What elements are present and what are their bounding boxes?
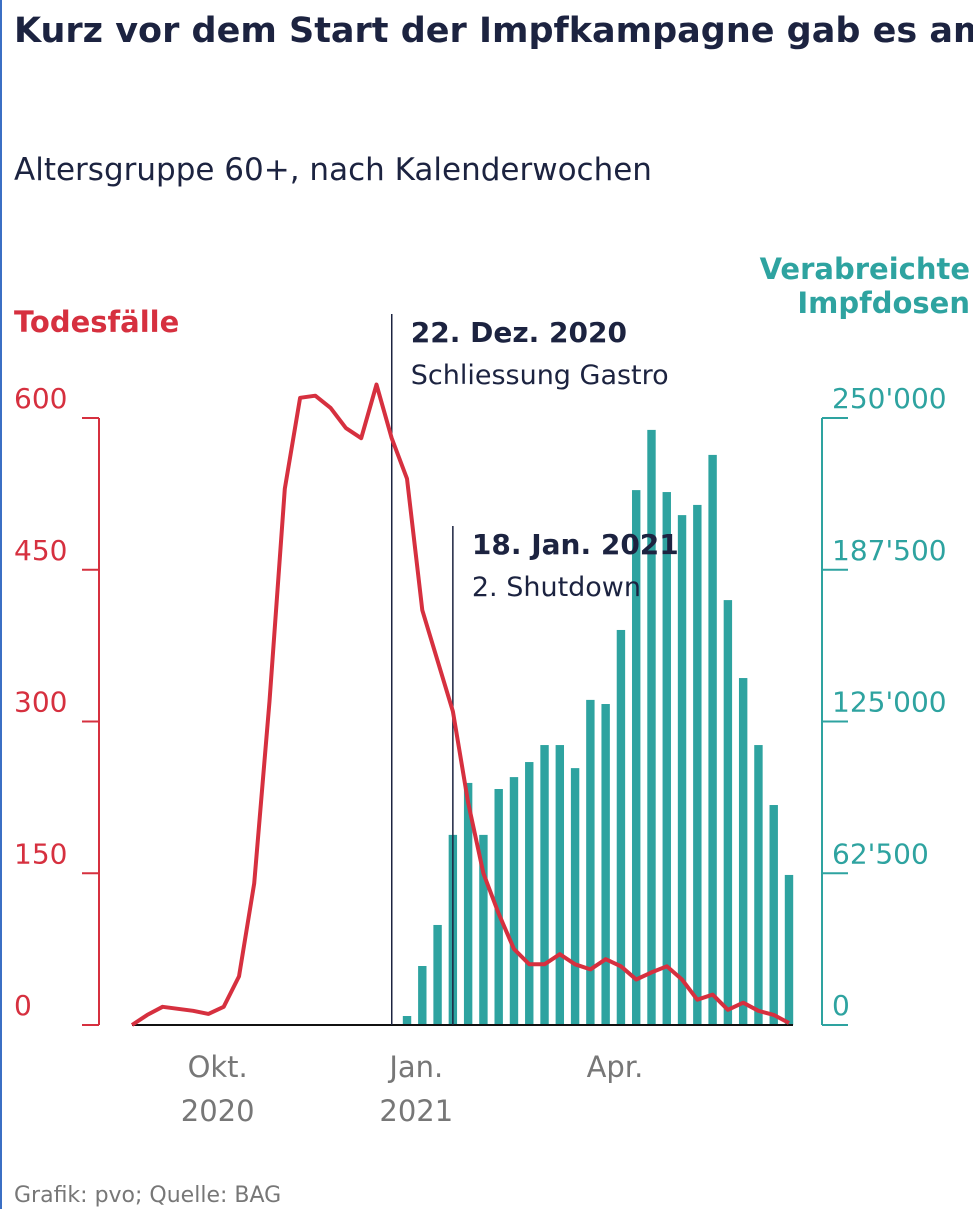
y-tick-label: 600 bbox=[14, 382, 67, 415]
bar bbox=[479, 834, 488, 1025]
bar bbox=[494, 788, 503, 1025]
y-tick-label: 450 bbox=[14, 534, 67, 567]
bar bbox=[586, 699, 595, 1025]
bar bbox=[418, 965, 427, 1025]
bar bbox=[555, 745, 565, 1025]
bar bbox=[632, 490, 641, 1026]
bar bbox=[723, 600, 733, 1025]
source: Grafik: pvo; Quelle: BAG bbox=[14, 1183, 281, 1208]
chart-subtitle: Altersgruppe 60+, nach Kalenderwochen bbox=[14, 152, 652, 188]
y2-tick-label: 250'000 bbox=[832, 382, 947, 415]
bar bbox=[662, 492, 671, 1026]
y-axis-label: Todesfälle bbox=[14, 305, 179, 339]
bar bbox=[693, 504, 702, 1026]
bar bbox=[769, 805, 778, 1025]
y-tick-label: 150 bbox=[14, 837, 67, 870]
y-tick-label: 300 bbox=[14, 686, 67, 719]
bar bbox=[601, 704, 610, 1025]
y2-tick-label: 125'000 bbox=[832, 686, 947, 719]
x-tick-label: Jan. 2021 bbox=[379, 1050, 453, 1128]
x-tick-label: Apr. bbox=[587, 1050, 644, 1084]
y2-tick-label: 187'500 bbox=[832, 534, 947, 567]
bar bbox=[677, 515, 687, 1025]
y-tick-label: 0 bbox=[14, 989, 32, 1022]
annotation-text: 2. Shutdown bbox=[472, 572, 641, 603]
bar bbox=[509, 777, 519, 1025]
annotation-text: Schliessung Gastro bbox=[411, 360, 669, 391]
x-tick-label: Okt. 2020 bbox=[181, 1050, 255, 1128]
y2-tick-label: 0 bbox=[832, 989, 850, 1022]
bar bbox=[784, 874, 794, 1025]
bar bbox=[570, 768, 580, 1025]
bar bbox=[540, 745, 549, 1025]
annotation-label: 22. Dez. 2020 bbox=[411, 316, 627, 349]
bar bbox=[616, 629, 626, 1025]
y2-axis-label: Verabreichte Impfdosen bbox=[760, 252, 970, 320]
annotation-label: 18. Jan. 2021 bbox=[472, 528, 679, 561]
bar bbox=[402, 1016, 412, 1025]
bar bbox=[463, 782, 473, 1025]
bar bbox=[738, 678, 748, 1025]
bar bbox=[754, 745, 763, 1025]
bar bbox=[708, 454, 717, 1025]
bar bbox=[647, 429, 656, 1025]
bar bbox=[433, 924, 442, 1025]
bar bbox=[525, 762, 534, 1025]
line bbox=[130, 382, 790, 1027]
y2-tick-label: 62'500 bbox=[832, 837, 929, 870]
chart-title: Kurz vor dem Start der Impfkampagne gab … bbox=[14, 11, 973, 51]
